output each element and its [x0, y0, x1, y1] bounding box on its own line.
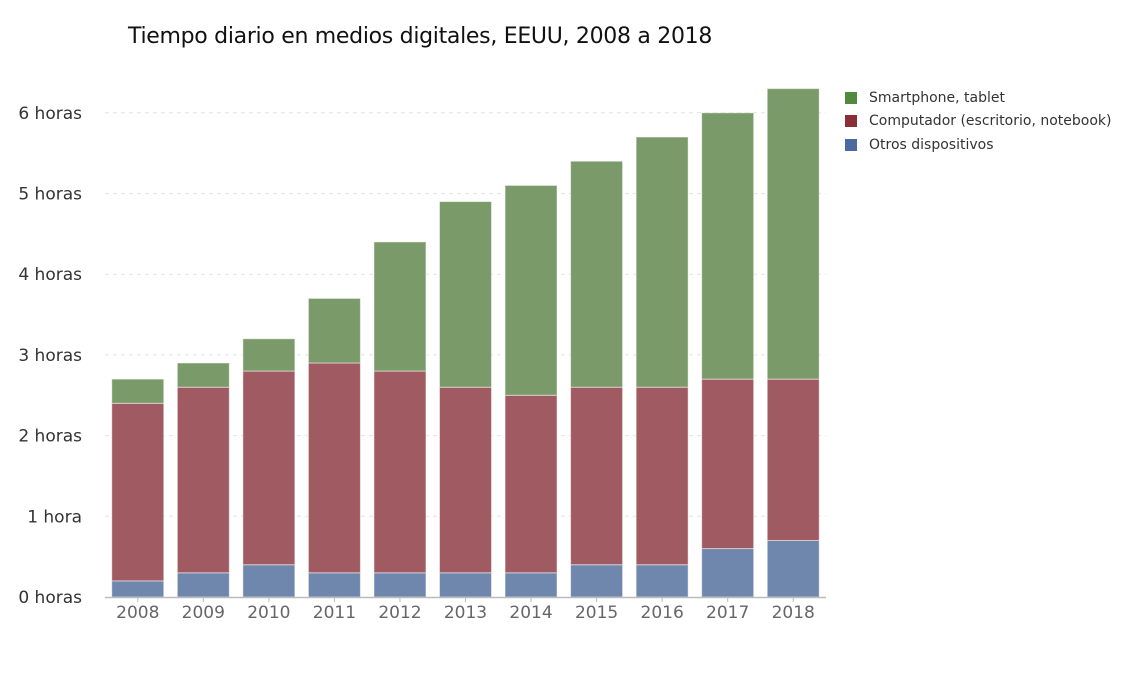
x-tick-label: 2013 — [444, 603, 487, 623]
x-tick-label: 2009 — [182, 603, 225, 623]
bar-segment-otros-2016[interactable] — [635, 564, 689, 598]
bar-segment-computador-2015[interactable] — [570, 386, 624, 566]
bar-segment-otros-2012[interactable] — [373, 572, 427, 598]
x-tick-label: 2011 — [313, 603, 356, 623]
bar-segment-smartphone-2011[interactable] — [307, 297, 361, 364]
x-tick-label: 2018 — [772, 603, 815, 623]
legend-label: Otros dispositivos — [869, 136, 994, 153]
x-tick-label: 2012 — [378, 603, 421, 623]
bar-segment-otros-2018[interactable] — [766, 540, 820, 598]
bar-segment-otros-2017[interactable] — [701, 548, 755, 598]
chart-title: Tiempo diario en medios digitales, EEUU,… — [128, 24, 713, 49]
bar-segment-smartphone-2013[interactable] — [439, 201, 492, 388]
legend-label: Smartphone, tablet — [869, 89, 1006, 106]
y-tick-label: 4 horas — [18, 265, 82, 285]
bar-segment-smartphone-2018[interactable] — [766, 88, 820, 380]
x-tick-label: 2014 — [509, 603, 552, 623]
bar-segment-computador-2010[interactable] — [242, 370, 296, 566]
bar-segment-computador-2011[interactable] — [307, 362, 361, 574]
bar-segment-smartphone-2009[interactable] — [176, 362, 230, 388]
legend-swatch-smartphone — [845, 91, 857, 104]
x-tick-label: 2017 — [706, 603, 749, 623]
y-tick-label: 6 horas — [18, 104, 82, 124]
bar-segment-smartphone-2008[interactable] — [111, 378, 165, 404]
bar-segment-computador-2013[interactable] — [439, 386, 492, 574]
bar-segment-computador-2012[interactable] — [373, 370, 427, 574]
legend-item-otros[interactable]: Otros dispositivos — [845, 133, 1111, 157]
legend: Smartphone, tablet Computador (escritori… — [845, 86, 1111, 157]
bar-segment-otros-2015[interactable] — [570, 564, 624, 598]
bar-segment-smartphone-2012[interactable] — [373, 241, 427, 372]
bar-segment-otros-2013[interactable] — [439, 572, 492, 598]
bar-segment-otros-2008[interactable] — [111, 580, 165, 598]
legend-swatch-otros — [845, 138, 857, 151]
x-tick-label: 2015 — [575, 603, 618, 623]
y-tick-label: 1 hora — [27, 507, 82, 527]
bar-segment-smartphone-2016[interactable] — [635, 136, 689, 388]
legend-item-computador[interactable]: Computador (escritorio, notebook) — [845, 110, 1111, 134]
bar-segment-computador-2014[interactable] — [504, 394, 558, 574]
bar-segment-computador-2009[interactable] — [176, 386, 230, 574]
bar-segment-otros-2011[interactable] — [307, 572, 361, 598]
legend-label: Computador (escritorio, notebook) — [869, 113, 1112, 130]
x-tick-label: 2008 — [116, 603, 159, 623]
bar-segment-computador-2018[interactable] — [766, 378, 820, 542]
y-tick-label: 3 horas — [18, 346, 82, 366]
bar-segment-otros-2009[interactable] — [176, 572, 230, 598]
bar-segment-computador-2017[interactable] — [701, 378, 755, 550]
bar-segment-otros-2010[interactable] — [242, 564, 296, 598]
bar-segment-smartphone-2017[interactable] — [701, 112, 755, 380]
bar-segment-smartphone-2010[interactable] — [242, 338, 296, 372]
y-tick-label: 2 horas — [18, 427, 82, 447]
bar-segment-otros-2014[interactable] — [504, 572, 558, 598]
y-tick-label: 5 horas — [18, 185, 82, 205]
legend-item-smartphone[interactable]: Smartphone, tablet — [845, 86, 1111, 110]
legend-swatch-computador — [845, 115, 857, 128]
y-tick-label: 0 horas — [18, 588, 82, 608]
bar-segment-smartphone-2015[interactable] — [570, 160, 624, 388]
x-tick-label: 2016 — [641, 603, 684, 623]
bar-segment-smartphone-2014[interactable] — [504, 184, 558, 396]
bar-segment-computador-2016[interactable] — [635, 386, 689, 566]
bar-segment-computador-2008[interactable] — [111, 402, 165, 582]
x-tick-label: 2010 — [247, 603, 290, 623]
